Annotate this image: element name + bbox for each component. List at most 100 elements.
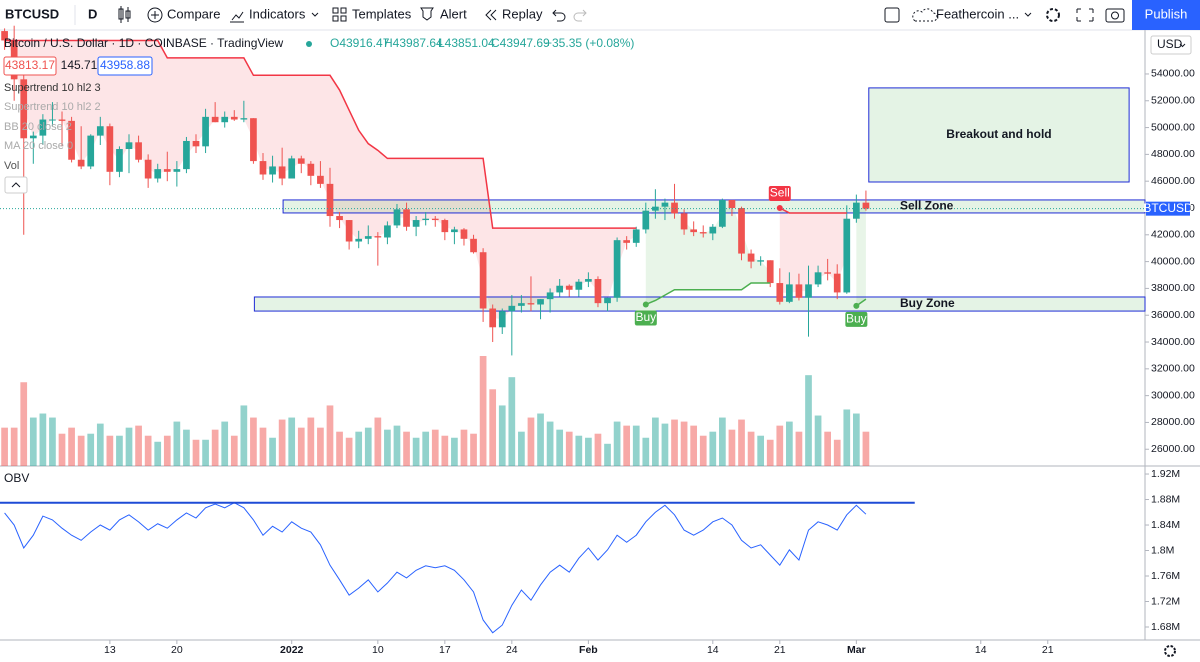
dropdown-chevron[interactable] (311, 12, 319, 17)
fullscreen-button[interactable] (1076, 8, 1094, 22)
volume-bar (384, 429, 391, 466)
templates-button[interactable]: Templates (352, 6, 412, 21)
y-tick-label: 36000.00 (1151, 309, 1195, 321)
volume-bar (412, 437, 420, 466)
undo-button[interactable] (552, 9, 566, 22)
x-tick-label: 2022 (280, 644, 304, 656)
sell-price-box[interactable] (3, 56, 57, 76)
candle-body (585, 279, 592, 282)
volume-bar (824, 431, 831, 466)
x-tick-label: Feb (579, 644, 598, 656)
layout-name[interactable]: Feathercoin ... (936, 6, 1019, 21)
candle-body (786, 284, 793, 302)
compare-icon[interactable] (147, 7, 163, 23)
signal-dot (776, 204, 783, 211)
volume-bar (451, 437, 458, 466)
candles (1, 25, 870, 356)
alert-button[interactable]: Alert (440, 6, 467, 21)
volume-bar (613, 421, 621, 466)
x-tick-label: 21 (774, 644, 786, 656)
volume-bar (719, 417, 726, 466)
candle-body (565, 285, 573, 290)
volume-bar (556, 429, 564, 466)
volume-bar (58, 433, 66, 466)
alert-icon[interactable] (420, 7, 434, 21)
candle-body (240, 118, 248, 120)
indicator-label[interactable]: MA 20 close 0 (4, 140, 73, 152)
volume-bar (135, 425, 142, 466)
volume-bar (671, 419, 678, 466)
replay-icon[interactable] (485, 9, 497, 21)
candle-body (833, 273, 841, 293)
zone (868, 87, 1130, 183)
x-tick-label: 14 (707, 644, 719, 656)
candle-body (853, 202, 860, 219)
obv-line (4, 502, 867, 634)
redo-button[interactable] (573, 9, 587, 22)
candle-body (355, 238, 363, 242)
legend-low: L43851.04 (438, 36, 495, 50)
replay-button[interactable]: Replay (502, 6, 543, 21)
collapse-legend-button[interactable] (4, 176, 28, 194)
dropdown-chevron[interactable] (1024, 12, 1032, 17)
candle-body (68, 120, 75, 160)
x-tick-label: 10 (372, 644, 384, 656)
candle-body (307, 163, 315, 176)
x-tick-label: 21 (1042, 644, 1054, 656)
currency-selector[interactable] (1150, 35, 1192, 55)
lines (0, 39, 1145, 634)
symbol[interactable]: BTCUSD (5, 6, 59, 21)
volume-bar (843, 409, 851, 466)
volume-bar (297, 427, 305, 466)
indicators-button[interactable]: Indicators (249, 6, 306, 21)
axis-settings-button[interactable] (1164, 645, 1176, 657)
y-tick-label: 30000.00 (1151, 389, 1195, 401)
layout-icon[interactable] (884, 7, 900, 23)
compare-button[interactable]: Compare (167, 6, 220, 21)
volume-bar (374, 417, 382, 466)
candle-body (384, 225, 391, 238)
chart-type-icon[interactable] (118, 6, 131, 23)
volume-bar (489, 389, 497, 466)
candle-body (642, 210, 650, 230)
interval[interactable]: D (88, 6, 97, 21)
x-tick-label: 14 (975, 644, 987, 656)
volume-bar (680, 421, 688, 466)
candle-body (527, 303, 535, 305)
volume-bar (537, 413, 544, 466)
candle-body (39, 119, 47, 136)
obv-tick-label: 1.68M (1151, 621, 1180, 633)
candle-body (546, 292, 554, 300)
volume-bar (1, 427, 8, 466)
zone-label: Sell Zone (900, 199, 954, 213)
templates-icon[interactable] (332, 7, 347, 22)
publish-button[interactable] (1132, 0, 1200, 30)
buy-price-box[interactable] (97, 56, 153, 76)
volume-bar (632, 425, 640, 466)
x-tick-label: Mar (847, 644, 866, 656)
candle-body (211, 116, 219, 123)
snapshot-button[interactable] (1105, 8, 1125, 23)
volume-bar (757, 435, 765, 466)
indicator-label[interactable]: Supertrend 10 hl2 3 (4, 82, 101, 94)
candle-body (163, 169, 171, 172)
indicators-icon[interactable] (230, 11, 244, 23)
indicator-label[interactable]: BB 20 close 2 (4, 121, 72, 133)
candle-body (451, 229, 458, 233)
volume-bar (814, 415, 822, 466)
candle-body (422, 218, 430, 221)
indicator-label[interactable]: Vol (4, 160, 19, 172)
y-tick-label: 48000.00 (1151, 148, 1195, 160)
settings-button[interactable] (1046, 8, 1060, 22)
candle-body (87, 135, 95, 167)
indicator-label[interactable]: Supertrend 10 hl2 2 (4, 101, 101, 113)
x-tick-label: 20 (171, 644, 183, 656)
candle-body (613, 240, 621, 298)
candle-body (747, 253, 755, 262)
x-tick-label: 13 (104, 644, 116, 656)
candle-body (604, 297, 611, 304)
candle-body (498, 311, 506, 328)
candle-body (288, 158, 296, 179)
obv-tick-label: 1.72M (1151, 595, 1180, 607)
volume-bar (173, 421, 181, 466)
